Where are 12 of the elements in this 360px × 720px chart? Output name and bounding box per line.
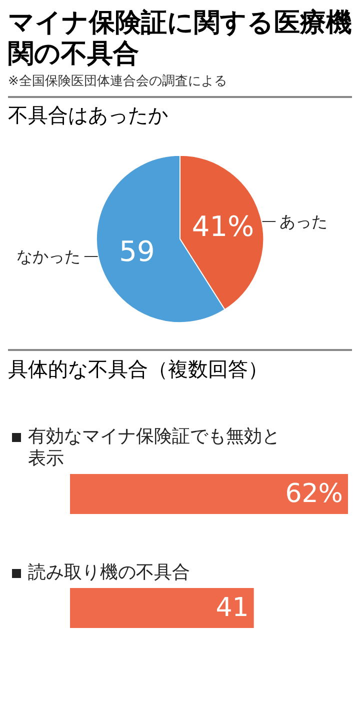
chart-title: マイナ保険証に関する医療機関の不具合	[8, 8, 352, 70]
chart-subtitle: 不具合はあったか	[8, 96, 352, 130]
data-label: 59	[119, 235, 155, 268]
y-tick-label: 読み取り機の不具合	[28, 562, 190, 584]
data-label: 41	[216, 593, 249, 624]
data-label: 41%	[192, 210, 254, 244]
data-label: 62%	[285, 479, 343, 510]
slice-label: あった	[280, 212, 328, 232]
y-tick-label: 有効なマイナ保険証でも無効と表示	[28, 426, 281, 470]
text: ※全国保険医団体連合会の調査による	[8, 73, 228, 90]
slice-label: なかった	[16, 247, 80, 266]
chart-title: 具体的な不具合（複数回答）	[8, 349, 352, 382]
